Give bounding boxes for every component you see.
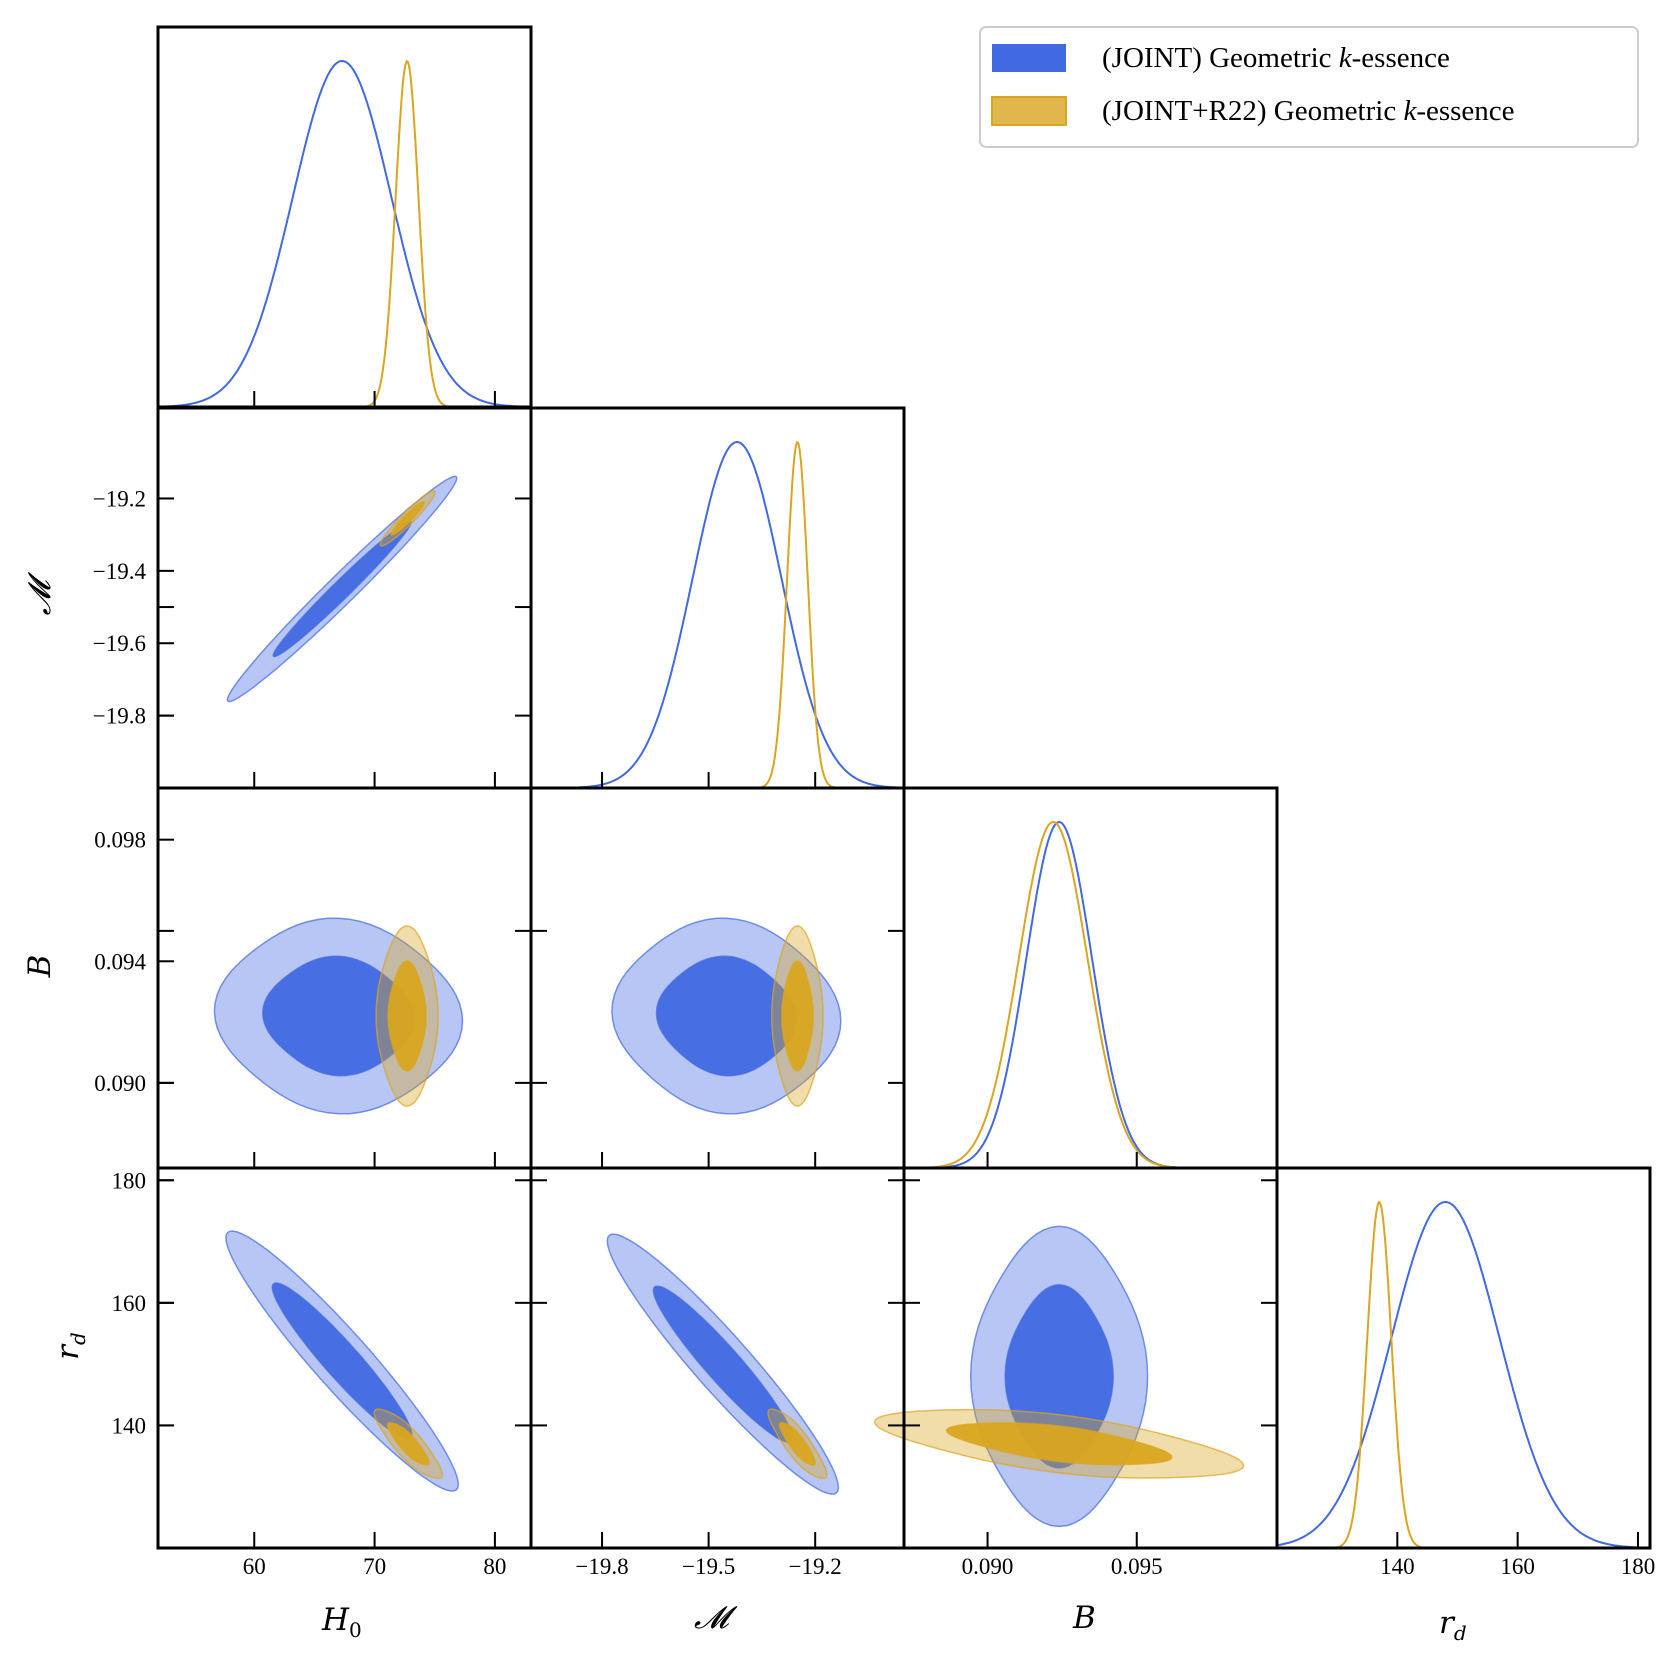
marginal-joint-H0 xyxy=(158,61,531,407)
xlabel-B: B xyxy=(1072,1600,1096,1636)
xtick-label-B-1: 0.095 xyxy=(1111,1554,1163,1579)
marginal-joint-B xyxy=(904,822,1277,1168)
marginal-joint-r22-M xyxy=(531,442,904,788)
ytick-label-M-3: −19.8 xyxy=(93,704,146,729)
xtick-label-H0-1: 70 xyxy=(363,1554,386,1579)
contour-layer xyxy=(214,476,1243,1526)
xtick-label-H0-2: 80 xyxy=(483,1554,506,1579)
ylabel-rd: rd xyxy=(50,1332,90,1360)
panel-M-M xyxy=(531,408,904,788)
ylabel-M: 𝓜 xyxy=(22,571,58,615)
ytick-label-M-0: −19.2 xyxy=(93,486,146,511)
legend-label-joint-r22-suffix: -essence xyxy=(1416,95,1514,127)
ytick-label-rd-1: 160 xyxy=(112,1291,147,1316)
legend-label-joint-prefix: (JOINT) Geometric xyxy=(1102,42,1339,74)
xlabel-rd: rd xyxy=(1439,1605,1467,1645)
xlabel-rd-sub: d xyxy=(1454,1621,1467,1645)
panel-H0-H0 xyxy=(158,27,531,407)
xlabel-M: 𝓜 xyxy=(694,1600,738,1636)
ytick-label-rd-2: 140 xyxy=(112,1413,147,1438)
xlabel-H0: H0 xyxy=(321,1602,362,1642)
marginal-joint-rd xyxy=(1277,1202,1650,1548)
ytick-label-B-0: 0.098 xyxy=(94,828,146,853)
corner-plot: 60 70 80 −19.8 −19.5 −19.2 0.090 0.095 140 160 180… xyxy=(0,0,1661,1659)
ylabel-B: B xyxy=(22,955,58,979)
xtick-label-rd-1: 160 xyxy=(1500,1554,1535,1579)
ytick-label-rd-0: 180 xyxy=(112,1168,147,1193)
xtick-label-B-0: 0.090 xyxy=(962,1554,1014,1579)
ylabel-rd-sub: d xyxy=(66,1332,90,1345)
panel-rd-rd xyxy=(1277,1168,1650,1548)
marginal-joint-r22-H0 xyxy=(158,61,531,407)
xtick-label-M-0: −19.8 xyxy=(575,1554,628,1579)
legend: (JOINT) Geometric k-essence (JOINT+R22) … xyxy=(980,27,1638,147)
xtick-label-rd-0: 140 xyxy=(1380,1554,1415,1579)
marginal-joint-r22-rd xyxy=(1277,1202,1650,1548)
legend-label-joint-r22-prefix: (JOINT+R22) Geometric xyxy=(1102,95,1403,127)
marginal-joint-M xyxy=(531,442,904,788)
ytick-label-M-1: −19.4 xyxy=(93,559,147,584)
ytick-label-B-2: 0.090 xyxy=(94,1071,146,1096)
xtick-label-M-1: −19.5 xyxy=(682,1554,735,1579)
xlabel-H0-main: H xyxy=(321,1602,350,1638)
legend-swatch-joint xyxy=(992,44,1066,72)
xtick-label-rd-2: 180 xyxy=(1621,1554,1656,1579)
xtick-label-M-2: −19.2 xyxy=(789,1554,842,1579)
ytick-label-M-2: −19.6 xyxy=(93,631,146,656)
legend-swatch-joint-r22 xyxy=(992,97,1066,125)
xtick-label-H0-0: 60 xyxy=(243,1554,266,1579)
marginal-joint-r22-B xyxy=(904,822,1277,1168)
xlabel-H0-sub: 0 xyxy=(349,1618,362,1642)
panel-frame-layer xyxy=(158,27,1650,1548)
legend-label-joint-r22: (JOINT+R22) Geometric k-essence xyxy=(1102,95,1515,127)
legend-label-joint: (JOINT) Geometric k-essence xyxy=(1102,42,1450,74)
legend-label-joint-suffix: -essence xyxy=(1352,42,1450,74)
ytick-label-B-1: 0.094 xyxy=(94,949,146,974)
